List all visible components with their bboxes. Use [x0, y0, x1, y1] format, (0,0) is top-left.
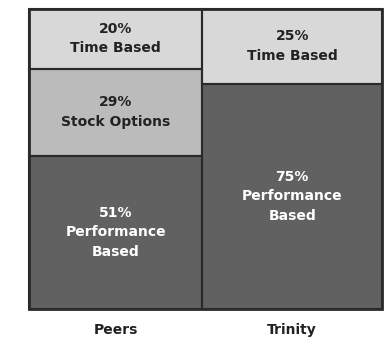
Bar	[29, 69, 202, 156]
Bar	[202, 9, 382, 84]
Text: 25%
Time Based: 25% Time Based	[247, 29, 338, 63]
Bar	[29, 9, 202, 69]
Text: 75%
Performance
Based: 75% Performance Based	[242, 170, 343, 223]
Text: 51%
Performance
Based: 51% Performance Based	[65, 206, 166, 259]
Text: 29%
Stock Options: 29% Stock Options	[61, 95, 171, 129]
Bar	[202, 84, 382, 309]
Bar	[202, 84, 382, 309]
Bar	[29, 156, 202, 309]
Bar	[29, 9, 202, 69]
Bar	[202, 9, 382, 84]
Text: Trinity: Trinity	[267, 323, 317, 337]
Text: Peers: Peers	[94, 323, 138, 337]
Bar	[29, 69, 202, 156]
Text: 20%
Time Based: 20% Time Based	[71, 22, 161, 56]
Bar	[29, 156, 202, 309]
